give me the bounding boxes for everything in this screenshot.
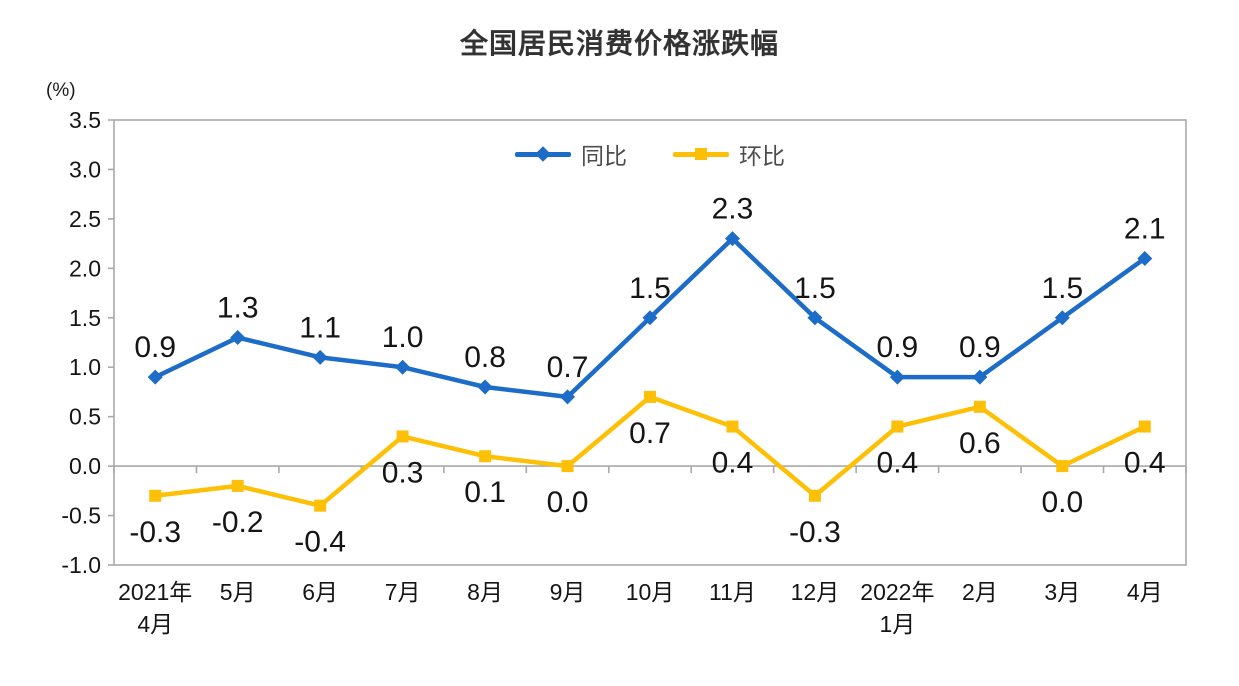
marker-square-icon	[726, 420, 739, 433]
data-label: -0.4	[294, 526, 346, 559]
marker-diamond-icon	[147, 369, 163, 385]
x-axis-tick-label: 1月	[879, 611, 915, 637]
legend-label-yoy: 同比	[581, 143, 627, 169]
x-axis-tick-label: 7月	[385, 579, 421, 605]
legend-label-mom: 环比	[739, 143, 785, 169]
data-label: 0.1	[464, 476, 506, 509]
marker-square-icon	[396, 430, 409, 443]
y-axis-tick-label: -1.0	[61, 552, 101, 578]
data-label: -0.3	[789, 516, 841, 549]
data-label: 0.9	[877, 331, 919, 364]
data-label: 0.9	[959, 331, 1001, 364]
x-axis-tick-label: 9月	[550, 579, 586, 605]
data-label: 1.3	[217, 292, 259, 325]
data-label: 1.5	[629, 272, 671, 305]
marker-square-icon	[973, 400, 986, 413]
marker-diamond-icon	[807, 310, 823, 326]
y-axis-tick-label: 1.0	[69, 354, 101, 380]
marker-square-icon	[561, 460, 574, 473]
marker-diamond-icon	[642, 310, 658, 326]
data-label: 0.7	[547, 351, 589, 384]
marker-diamond-icon	[395, 359, 411, 375]
x-axis-tick-label: 2月	[962, 579, 998, 605]
data-label: 0.4	[877, 447, 919, 480]
data-label: 1.5	[794, 272, 836, 305]
data-label: 0.9	[134, 331, 176, 364]
data-label: 0.3	[382, 456, 424, 489]
data-label: 1.1	[299, 311, 341, 344]
marker-square-icon	[891, 420, 904, 433]
x-axis-tick-label: 2021年	[118, 579, 192, 605]
marker-square-icon	[808, 489, 821, 502]
x-axis-tick-label: 10月	[626, 579, 675, 605]
marker-square-icon	[1056, 460, 1069, 473]
y-axis-unit-label: (%)	[46, 80, 76, 101]
x-axis-tick-label: 5月	[220, 579, 256, 605]
x-axis-tick-label: 3月	[1044, 579, 1080, 605]
legend-item-yoy: 同比	[515, 137, 627, 171]
data-label: 0.0	[547, 486, 589, 519]
data-label: -0.3	[129, 516, 181, 549]
x-axis-tick-label: 2022年	[860, 579, 934, 605]
marker-square-icon	[314, 499, 327, 512]
marker-square-icon	[479, 450, 492, 463]
y-axis-tick-label: 1.5	[69, 305, 101, 331]
diamond-icon	[535, 146, 551, 162]
legend: 同比 环比	[515, 137, 785, 171]
data-label: 2.1	[1124, 212, 1166, 245]
x-axis-tick-label: 11月	[709, 579, 756, 605]
y-axis-tick-label: 3.0	[69, 156, 101, 182]
y-axis-tick-label: 0.5	[69, 404, 101, 430]
data-label: 2.3	[712, 193, 754, 226]
marker-diamond-icon	[889, 369, 905, 385]
marker-diamond-icon	[560, 389, 576, 405]
marker-diamond-icon	[312, 349, 328, 365]
data-label: -0.2	[212, 506, 264, 539]
data-label: 1.0	[382, 321, 424, 354]
marker-diamond-icon	[724, 231, 740, 247]
data-label: 1.5	[1041, 272, 1083, 305]
square-icon	[695, 148, 707, 160]
marker-square-icon	[149, 489, 162, 502]
yoy-line-diamond-marker-icon	[515, 146, 571, 162]
y-axis-tick-label: 3.5	[69, 107, 101, 133]
x-axis-tick-label: 6月	[302, 579, 338, 605]
data-label: 0.6	[959, 427, 1001, 460]
legend-item-mom: 环比	[673, 137, 785, 171]
marker-diamond-icon	[1137, 250, 1153, 266]
marker-diamond-icon	[972, 369, 988, 385]
x-axis-tick-label: 4月	[1127, 579, 1163, 605]
marker-square-icon	[231, 479, 244, 492]
x-axis-tick-label: 12月	[791, 579, 840, 605]
y-axis-tick-label: 2.0	[69, 255, 101, 281]
marker-diamond-icon	[1054, 310, 1070, 326]
chart-title: 全国居民消费价格涨跌幅	[459, 28, 779, 59]
mom-line-square-marker-icon	[673, 146, 729, 162]
x-axis-tick-label: 4月	[137, 611, 173, 637]
marker-square-icon	[644, 390, 656, 403]
data-label: 0.4	[1124, 447, 1166, 480]
plot-frame	[113, 119, 1187, 566]
data-label: 0.8	[464, 341, 506, 374]
data-label: 0.4	[712, 447, 754, 480]
marker-diamond-icon	[477, 379, 493, 395]
marker-square-icon	[1138, 420, 1151, 433]
y-axis-tick-label: 0.0	[69, 453, 101, 479]
data-label: 0.7	[629, 417, 671, 450]
y-axis-tick-label: 2.5	[69, 206, 101, 232]
y-axis-tick-label: -0.5	[61, 503, 101, 529]
x-axis-tick-label: 8月	[467, 579, 503, 605]
marker-diamond-icon	[230, 330, 246, 346]
data-label: 0.0	[1041, 486, 1083, 519]
